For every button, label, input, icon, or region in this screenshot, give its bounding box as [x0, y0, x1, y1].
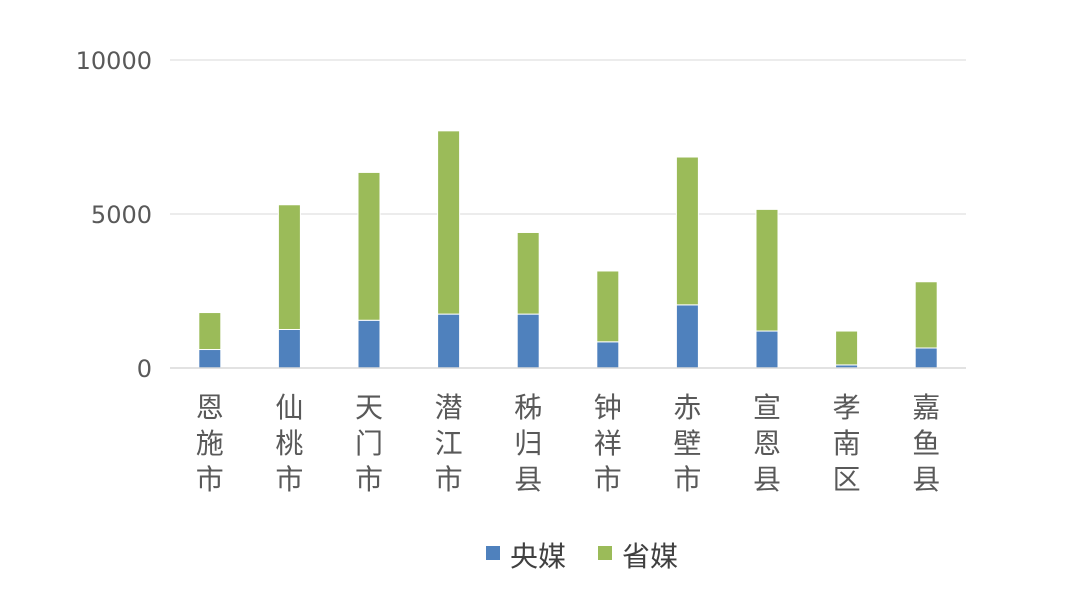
- bar-shengmei-0: [198, 312, 222, 351]
- bar-yangmei-0: [198, 349, 222, 369]
- bar-yangmei-6: [675, 304, 699, 369]
- x-axis-category-labels: 恩施市 仙桃市 天门市 潜江市 秭归县 钟祥市 赤壁市 宣恩县 孝南区 嘉鱼县: [196, 391, 940, 496]
- legend-swatch: [598, 546, 612, 560]
- x-tick-label: 秭归县: [514, 391, 542, 496]
- bar-shengmei-2: [357, 171, 381, 321]
- x-tick-label: 孝南区: [833, 391, 861, 496]
- y-tick-label: 10000: [76, 47, 152, 75]
- bar-shengmei-8: [835, 330, 859, 366]
- bar-yangmei-1: [277, 329, 301, 369]
- x-tick-label: 宣恩县: [753, 391, 781, 496]
- legend: 央媒 省媒: [486, 540, 678, 573]
- bar-yangmei-2: [357, 319, 381, 369]
- x-tick-label: 钟祥市: [594, 391, 622, 496]
- bar-yangmei-4: [516, 313, 540, 369]
- bar-shengmei-4: [516, 231, 540, 315]
- legend-label: 省媒: [622, 540, 678, 573]
- bar-shengmei-3: [437, 130, 461, 315]
- legend-swatch: [486, 546, 500, 560]
- x-tick-label: 赤壁市: [673, 391, 701, 496]
- gridlines: [170, 59, 966, 215]
- bar-yangmei-7: [755, 330, 779, 369]
- bar-yangmei-3: [437, 313, 461, 369]
- bar-shengmei-6: [675, 156, 699, 306]
- bar-shengmei-1: [277, 204, 301, 330]
- bar-shengmei-5: [596, 270, 620, 343]
- x-tick-label: 天门市: [355, 391, 383, 496]
- x-tick-label: 恩施市: [196, 391, 224, 496]
- y-tick-label: 5000: [91, 201, 152, 229]
- bar-yangmei-5: [596, 341, 620, 369]
- x-tick-label: 嘉鱼县: [912, 391, 940, 496]
- y-axis-tick-labels: 0 5000 10000: [76, 47, 152, 383]
- bar-shengmei-9: [914, 281, 938, 349]
- bar-yangmei-9: [914, 347, 938, 369]
- bar-shengmei-7: [755, 208, 779, 332]
- x-tick-label: 潜江市: [435, 391, 463, 496]
- legend-label: 央媒: [510, 540, 566, 573]
- bar-series: [198, 130, 938, 369]
- y-tick-label: 0: [137, 355, 152, 383]
- x-tick-label: 仙桃市: [275, 391, 303, 496]
